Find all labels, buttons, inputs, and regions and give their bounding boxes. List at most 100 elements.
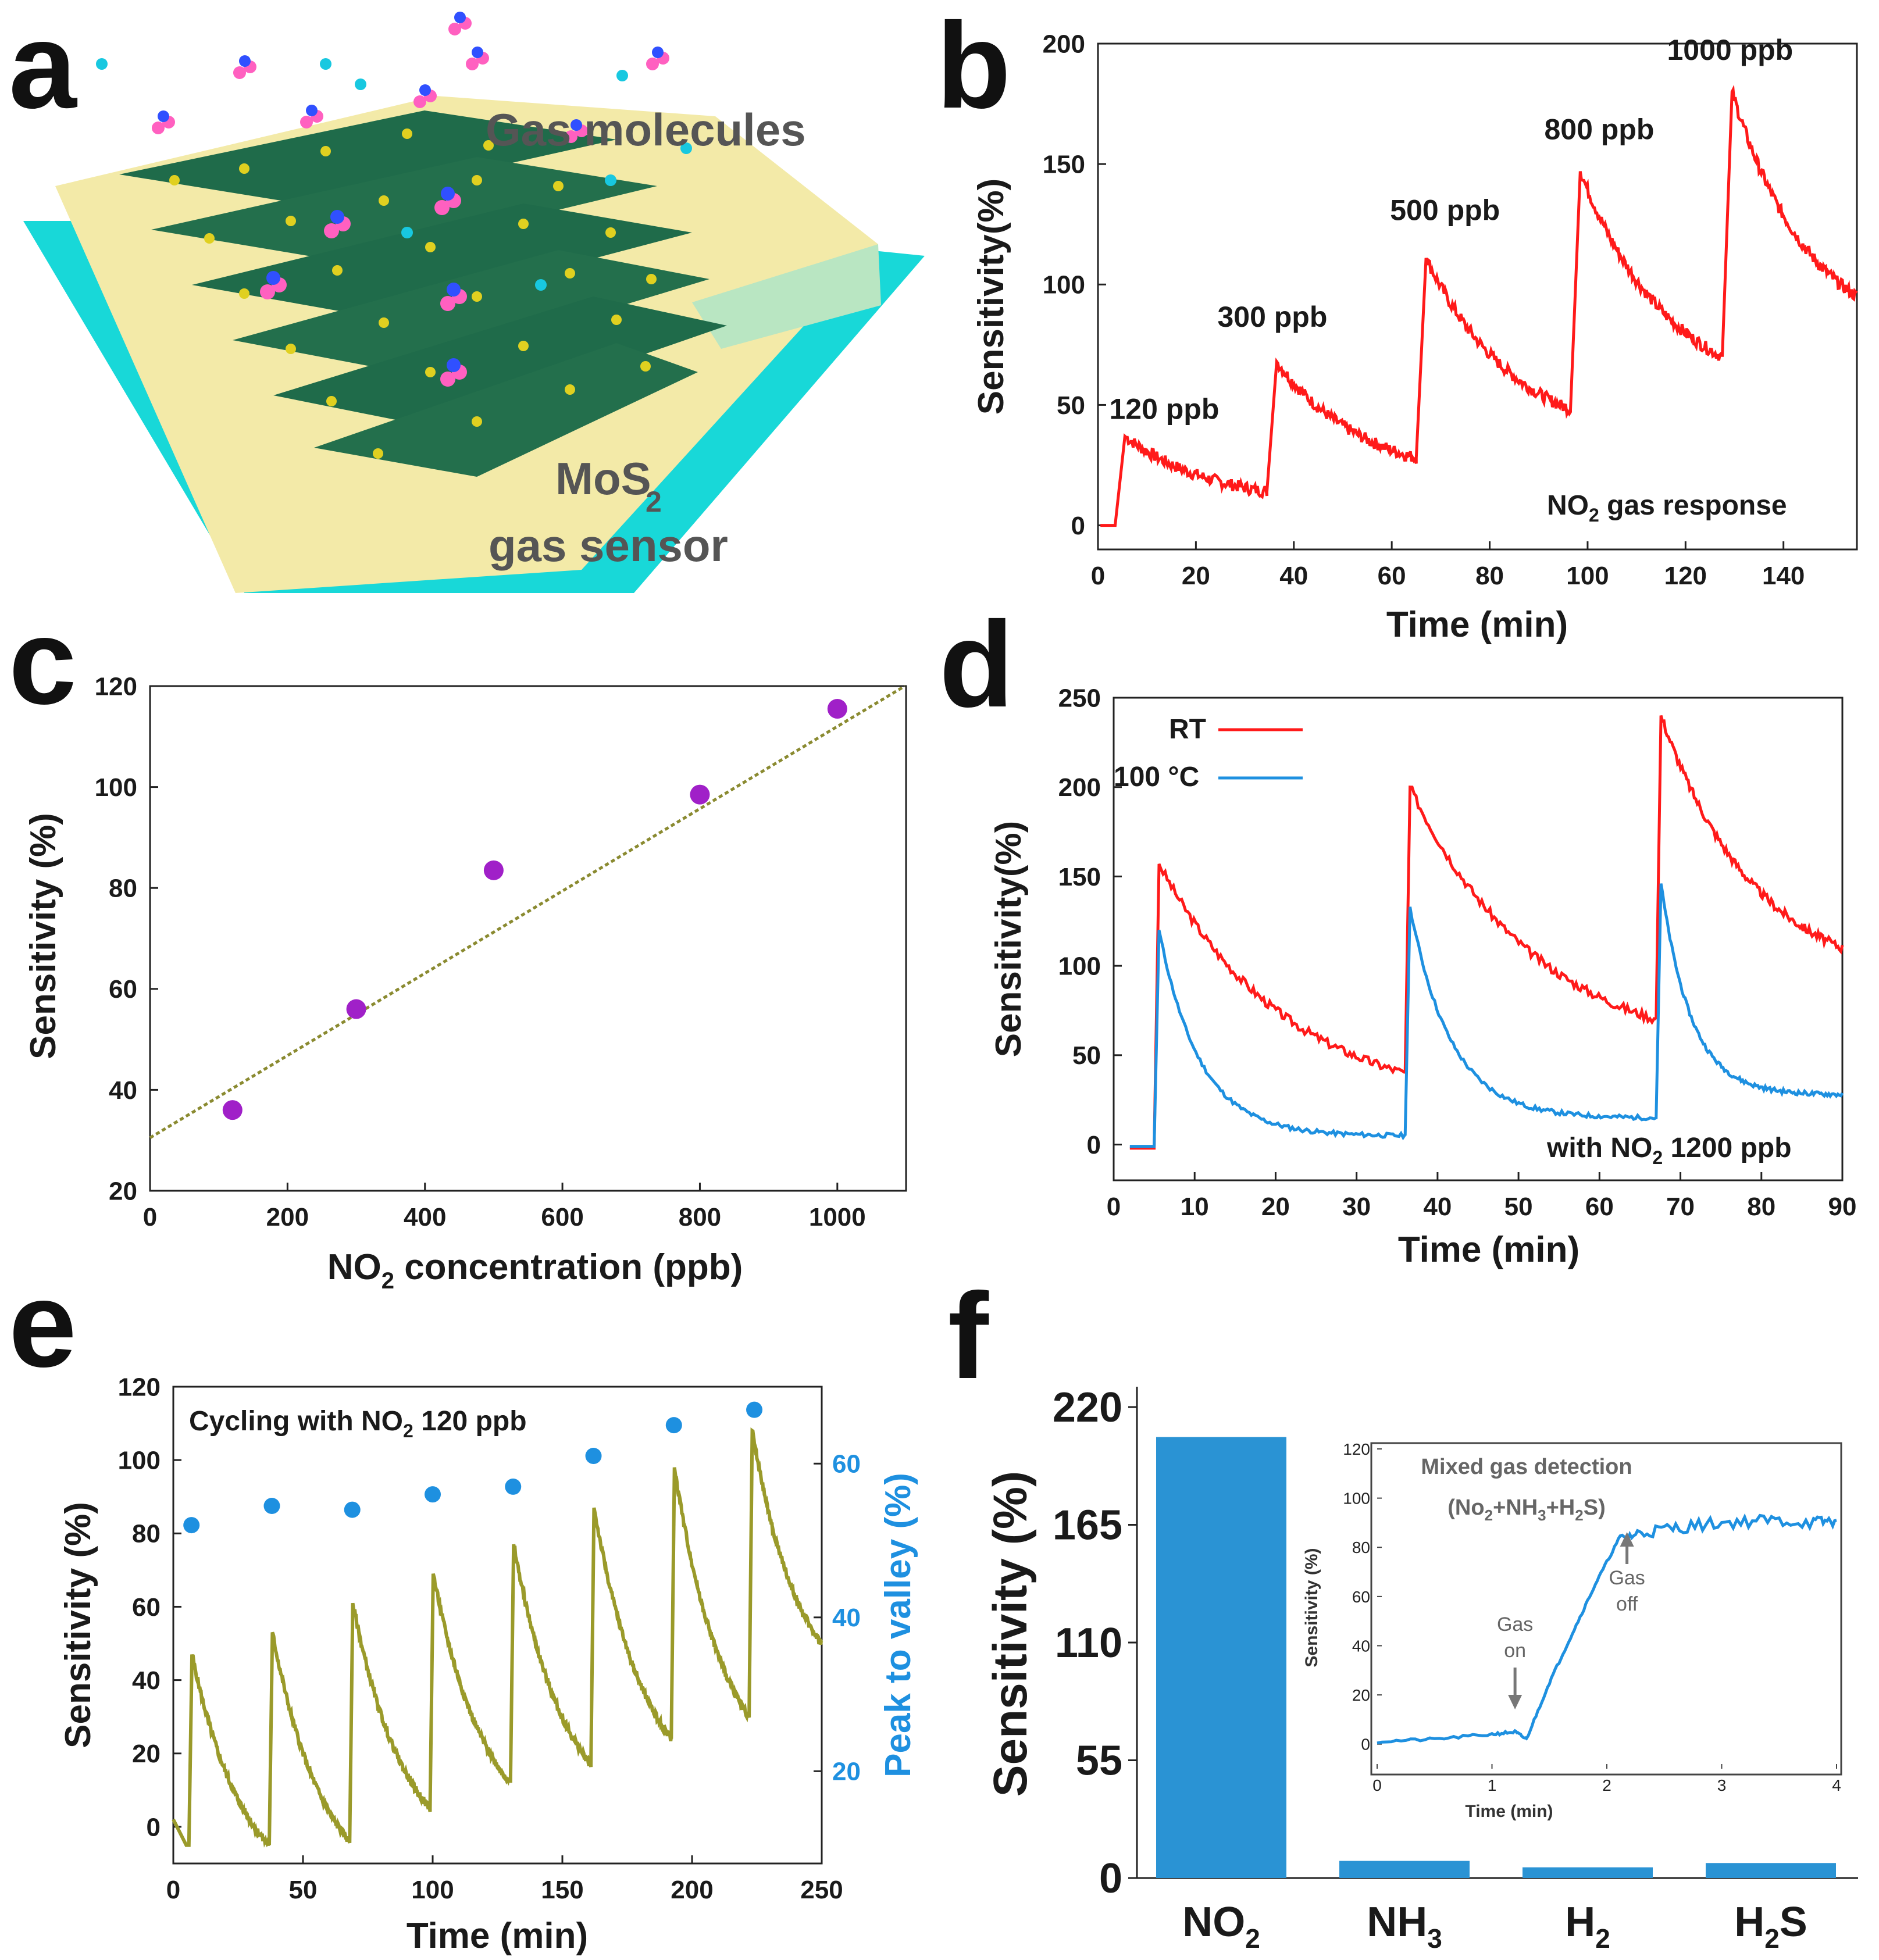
- inset-series-line: [1377, 1513, 1837, 1745]
- bar: [1156, 1437, 1286, 1878]
- data-point: [222, 1100, 243, 1120]
- panel-label-d: d: [939, 596, 1014, 733]
- bar: [1706, 1863, 1836, 1878]
- peak-to-valley-points: [183, 1401, 763, 1534]
- inset-y-axis-label: Sensitivity (%): [1302, 1548, 1321, 1667]
- x-tick-label: 200: [671, 1876, 713, 1904]
- gas-sensor-label: gas sensor: [489, 520, 728, 571]
- inset-y-tick-label: 20: [1352, 1686, 1370, 1704]
- y-tick-label: 250: [1058, 684, 1101, 712]
- panel-a: a: [9, 0, 925, 593]
- y-axis-label-c: Sensitivity (%): [23, 813, 63, 1059]
- peak-to-valley-point: [263, 1498, 280, 1514]
- x-tick-label: 30: [1342, 1193, 1371, 1221]
- electrode-side: [692, 244, 881, 349]
- mos2-channel: [233, 250, 709, 372]
- panel-e: e 0 50 100 150 200 250 0 20 40 60 80 100 120 20 40 60 C…: [9, 1256, 918, 1956]
- concentration-label: 500 ppb: [1390, 194, 1500, 227]
- bar: [1339, 1861, 1470, 1878]
- y-tick-label: 150: [1058, 863, 1101, 891]
- gas-off-arrow-head: [1620, 1532, 1634, 1547]
- x-tick-label: 90: [1828, 1193, 1857, 1221]
- y-tick-label: 80: [109, 874, 137, 903]
- peak-to-valley-point: [665, 1417, 682, 1434]
- x-tick-label: 80: [1747, 1193, 1775, 1221]
- y-tick-label: 40: [109, 1076, 137, 1105]
- mos2-channel: [192, 204, 692, 317]
- y-tick-label: 40: [132, 1666, 161, 1695]
- gas-off-label-line1: Gas: [1609, 1567, 1645, 1589]
- x-tick-label: 0: [143, 1203, 157, 1231]
- y-tick-label: 80: [132, 1520, 161, 1548]
- y-tick-label: 150: [1043, 151, 1085, 179]
- x-tick-label: 0: [166, 1876, 180, 1904]
- concentration-label: 800 ppb: [1544, 113, 1654, 146]
- annotation-b: NO2 gas response: [1547, 490, 1787, 526]
- y-tick-label: 100: [118, 1447, 161, 1475]
- gas-on-label-line1: Gas: [1497, 1613, 1533, 1636]
- y2-tick-label: 60: [832, 1450, 861, 1478]
- x-tick-label: 0: [1091, 562, 1105, 590]
- y-tick-label: 110: [1055, 1620, 1122, 1666]
- x-axis-label-b: Time (min): [1386, 605, 1568, 645]
- mos2-channel: [119, 110, 616, 206]
- x-tick-label: 20: [1182, 562, 1210, 590]
- y-tick-label: 50: [1072, 1041, 1101, 1070]
- peak-to-valley-point: [746, 1401, 763, 1418]
- mos2-channel: [151, 157, 657, 262]
- peak-to-valley-point: [585, 1448, 602, 1465]
- plot-frame-d: [1113, 697, 1844, 1181]
- x-tick-label: 100: [411, 1876, 454, 1904]
- y-tick-label: 55: [1076, 1738, 1122, 1784]
- concentration-label: 1000 ppb: [1667, 34, 1793, 66]
- x-tick-label: 50: [1504, 1193, 1533, 1221]
- x-tick-label: 400: [404, 1203, 446, 1231]
- gas-on-label-line2: on: [1504, 1640, 1526, 1662]
- series-line-e: [172, 1427, 823, 1848]
- y-tick-label: 20: [132, 1740, 161, 1768]
- inset-y-tick-label: 80: [1352, 1538, 1370, 1556]
- mos2-channel: [314, 343, 698, 477]
- y-tick-label: 100: [1058, 952, 1101, 981]
- x-tick-label: 1000: [809, 1203, 866, 1231]
- axis-ticks-c: 0 200 400 600 800 1000 20 40 60 80 100 120: [95, 672, 866, 1231]
- y-tick-label: 0: [147, 1813, 161, 1841]
- y-tick-label: 220: [1053, 1384, 1122, 1431]
- annotation-d: with NO2 1200 ppb: [1546, 1133, 1792, 1168]
- axis-ticks-e: 0 50 100 150 200 250 0 20 40 60 80 100 120 20 40 60: [118, 1373, 861, 1904]
- sulfur-atoms: [169, 128, 657, 459]
- x-tick-label: 60: [1585, 1193, 1614, 1221]
- series-line-b: [1100, 84, 1858, 527]
- y-tick-label: 0: [1071, 512, 1085, 540]
- panel-label-f: f: [948, 1268, 989, 1404]
- peak-to-valley-point: [425, 1486, 441, 1503]
- x-tick-label: 800: [679, 1203, 721, 1231]
- gas-molecules-label: Gas molecules: [486, 104, 806, 155]
- plot-frame-c: [149, 685, 907, 1192]
- inset-y-tick-label: 40: [1352, 1637, 1370, 1655]
- peak-to-valley-point: [183, 1517, 200, 1534]
- y-axis-label-f: Sensitivity (%): [984, 1471, 1037, 1797]
- y2-tick-label: 40: [832, 1604, 861, 1632]
- y-axis-label-b: Sensitivity(%): [971, 178, 1011, 415]
- x-tick-label: 40: [1279, 562, 1308, 590]
- sensor-illustration: [23, 12, 925, 593]
- annotation-e: Cycling with NO2 120 ppb: [189, 1406, 527, 1441]
- x-tick-label: 20: [1261, 1193, 1290, 1221]
- plot-frame-b: [1097, 42, 1858, 551]
- panel-label-e: e: [9, 1256, 77, 1393]
- data-point: [483, 860, 504, 880]
- concentration-label: 300 ppb: [1217, 301, 1327, 333]
- x-tick-label: 200: [266, 1203, 309, 1231]
- category-label-h2s: H2S: [1734, 1899, 1807, 1954]
- y-tick-label: 20: [109, 1177, 137, 1205]
- inset-x-tick-label: 1: [1488, 1776, 1497, 1794]
- interdigitated-fingers: [119, 110, 727, 477]
- x-tick-label: 50: [289, 1876, 318, 1904]
- y-tick-label: 165: [1053, 1502, 1122, 1549]
- gas-off-label-line2: off: [1616, 1593, 1638, 1615]
- inset-annotations: Gas on Gas off: [1497, 1532, 1645, 1709]
